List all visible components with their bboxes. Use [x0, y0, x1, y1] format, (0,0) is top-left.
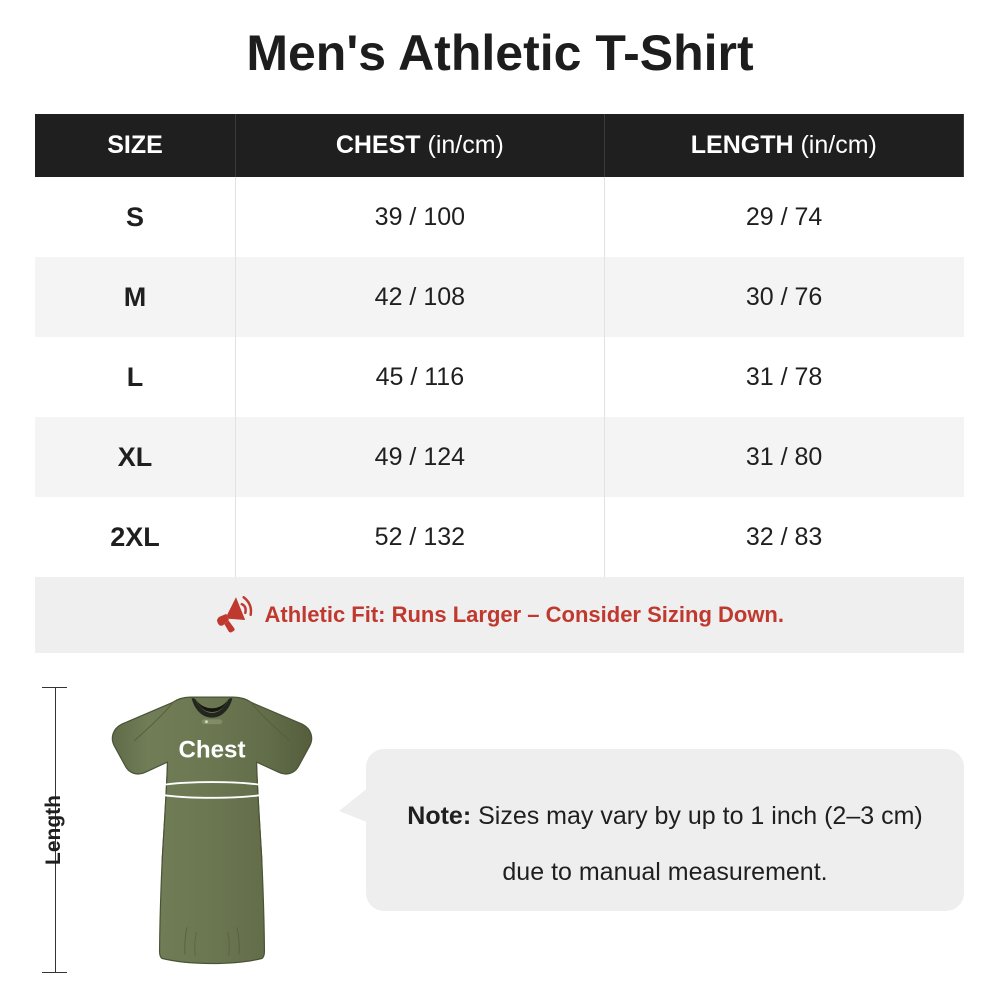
- svg-text:Chest: Chest: [179, 736, 246, 763]
